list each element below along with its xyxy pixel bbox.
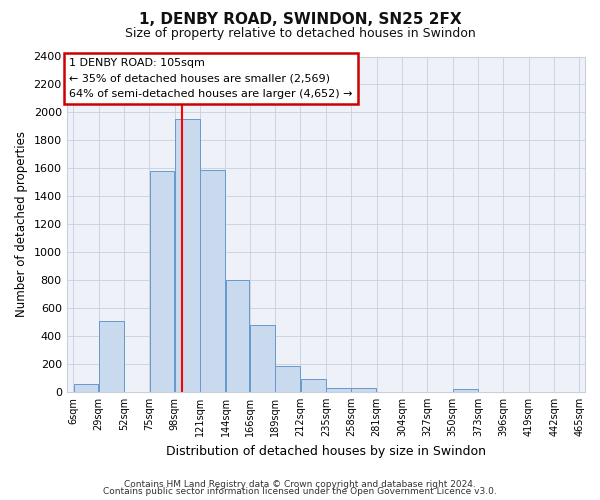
Text: Size of property relative to detached houses in Swindon: Size of property relative to detached ho… — [125, 28, 475, 40]
Bar — [326, 388, 351, 392]
Bar — [149, 171, 175, 392]
Bar — [226, 280, 250, 392]
Bar — [175, 120, 200, 392]
Bar — [250, 325, 275, 392]
Bar — [200, 170, 225, 392]
Text: Contains HM Land Registry data © Crown copyright and database right 2024.: Contains HM Land Registry data © Crown c… — [124, 480, 476, 489]
Text: Contains public sector information licensed under the Open Government Licence v3: Contains public sector information licen… — [103, 487, 497, 496]
Bar — [99, 322, 124, 392]
Bar — [74, 384, 98, 392]
Text: 1, DENBY ROAD, SWINDON, SN25 2FX: 1, DENBY ROAD, SWINDON, SN25 2FX — [139, 12, 461, 28]
Text: 1 DENBY ROAD: 105sqm
← 35% of detached houses are smaller (2,569)
64% of semi-de: 1 DENBY ROAD: 105sqm ← 35% of detached h… — [69, 58, 353, 100]
Bar — [352, 388, 376, 392]
Y-axis label: Number of detached properties: Number of detached properties — [15, 131, 28, 317]
X-axis label: Distribution of detached houses by size in Swindon: Distribution of detached houses by size … — [166, 444, 486, 458]
Bar — [301, 378, 326, 392]
Bar — [453, 389, 478, 392]
Bar — [275, 366, 300, 392]
